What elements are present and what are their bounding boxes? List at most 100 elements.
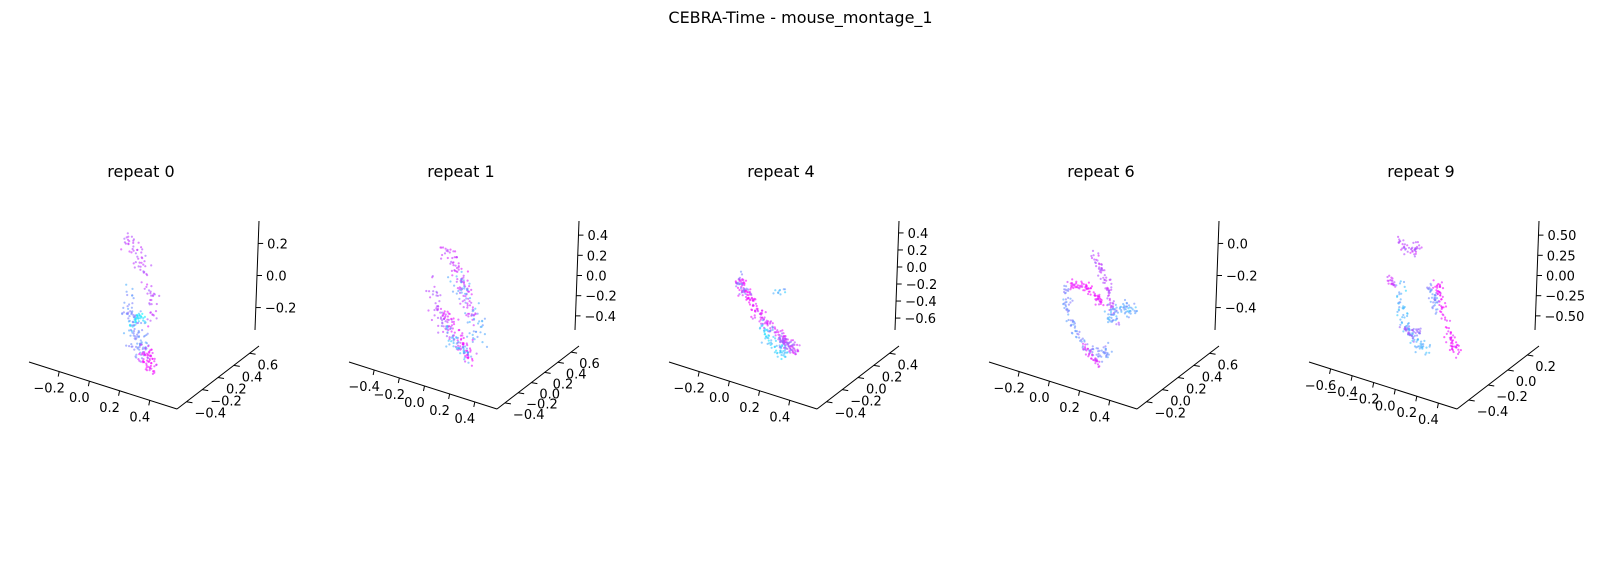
scatter-point [1438, 303, 1441, 307]
scatter-point [460, 281, 463, 284]
scatter-point [773, 351, 777, 354]
scatter-point [123, 237, 126, 240]
scatter-point [1443, 336, 1446, 339]
scatter-point [147, 325, 150, 328]
y-tick-label: 0.4 [1202, 370, 1223, 385]
y-tick-mark [889, 352, 896, 355]
scatter-point [425, 289, 428, 293]
scatter-point [125, 290, 128, 293]
scatter-point [1455, 341, 1458, 344]
scatter-point [141, 353, 144, 356]
y-tick-mark [202, 389, 209, 392]
scatter-point [791, 351, 794, 354]
scatter-point [135, 353, 138, 356]
scatter-point [1106, 286, 1109, 289]
scatter-point [132, 313, 135, 317]
scatter-point [128, 315, 131, 318]
scatter-point [143, 260, 146, 263]
scatter-point [1451, 348, 1454, 351]
scatter-point [1090, 256, 1094, 260]
scatter-point [155, 363, 158, 367]
scatter-point [446, 310, 449, 313]
scatter-point [782, 341, 785, 344]
scatter-point [128, 250, 131, 253]
scatter-point [136, 333, 139, 336]
scatter-point [1094, 261, 1097, 264]
scatter-point [1459, 349, 1462, 352]
scatter-point [1431, 307, 1434, 310]
scatter-point [778, 334, 781, 337]
y-tick-mark [1468, 399, 1475, 402]
scatter-point [137, 331, 140, 334]
scatter-point [432, 290, 435, 293]
scatter-point [1400, 248, 1403, 251]
scatter-point [1402, 330, 1405, 333]
scatter-point [1415, 334, 1419, 337]
scatter-point [138, 353, 141, 356]
scatter-point [1430, 288, 1433, 291]
scatter-point [770, 339, 773, 342]
scatter-point [1399, 318, 1402, 321]
scatter-point [1111, 307, 1115, 310]
z-tick-label: 0.2 [587, 249, 608, 264]
scatter-point [1109, 313, 1112, 316]
scatter-point [1074, 286, 1077, 289]
scatter-point [446, 321, 449, 324]
scatter-point [759, 316, 762, 319]
scatter-point [739, 270, 743, 273]
scatter-point [793, 341, 796, 344]
scatter-point [125, 344, 128, 347]
scatter-point [442, 312, 445, 315]
scatter-point [460, 337, 463, 340]
scatter-point [736, 286, 740, 289]
scatter-point [1407, 331, 1410, 334]
scatter-point [1447, 330, 1450, 333]
scatter-point [746, 290, 749, 294]
scatter-point [1413, 255, 1416, 258]
scatter-point [470, 288, 473, 291]
scatter-point [1399, 240, 1402, 243]
scatter-point [130, 324, 134, 327]
scatter-point [134, 320, 137, 323]
scatter-point [1432, 286, 1435, 289]
y-tick-label: −0.4 [513, 408, 545, 423]
scatter-point [153, 360, 156, 363]
scatter-point [1436, 292, 1439, 295]
scatter-point [448, 312, 451, 316]
scatter-point [775, 349, 778, 352]
x-tick-label: 0.0 [404, 396, 425, 411]
scatter-point [1429, 300, 1432, 303]
scatter-point [140, 321, 143, 325]
scatter-point [468, 320, 471, 324]
scatter-point [1063, 306, 1066, 310]
scatter-point [740, 291, 743, 294]
scatter-point [1396, 310, 1399, 313]
scatter-point [1084, 353, 1087, 356]
scatter-point [1089, 287, 1092, 290]
scatter-point [452, 323, 456, 326]
scatter-point [780, 332, 784, 335]
scatter-point [794, 351, 797, 354]
scatter-point [1082, 348, 1085, 351]
y-tick-label: 0.6 [1218, 358, 1239, 373]
scatter-point [453, 269, 456, 272]
scatter-point [765, 335, 768, 338]
scatter-point [784, 291, 787, 294]
scatter-point [760, 312, 764, 315]
scatter-point [1452, 334, 1455, 337]
scatter-point [150, 303, 153, 306]
scatter-point [1406, 250, 1409, 253]
scatter-point [1414, 331, 1417, 334]
z-axis-line [894, 220, 900, 331]
scatter-point [760, 341, 763, 344]
x-tick-mark [1393, 389, 1396, 395]
scatter-point [771, 322, 774, 325]
scatter-point [1107, 353, 1110, 356]
scatter-point [468, 312, 471, 315]
scatter-point [1105, 276, 1108, 279]
scatter-point [747, 288, 750, 291]
scatter-point [1066, 280, 1069, 284]
scatter-point [132, 297, 135, 300]
scatter-point [1451, 345, 1454, 348]
scatter-point [1080, 280, 1083, 283]
